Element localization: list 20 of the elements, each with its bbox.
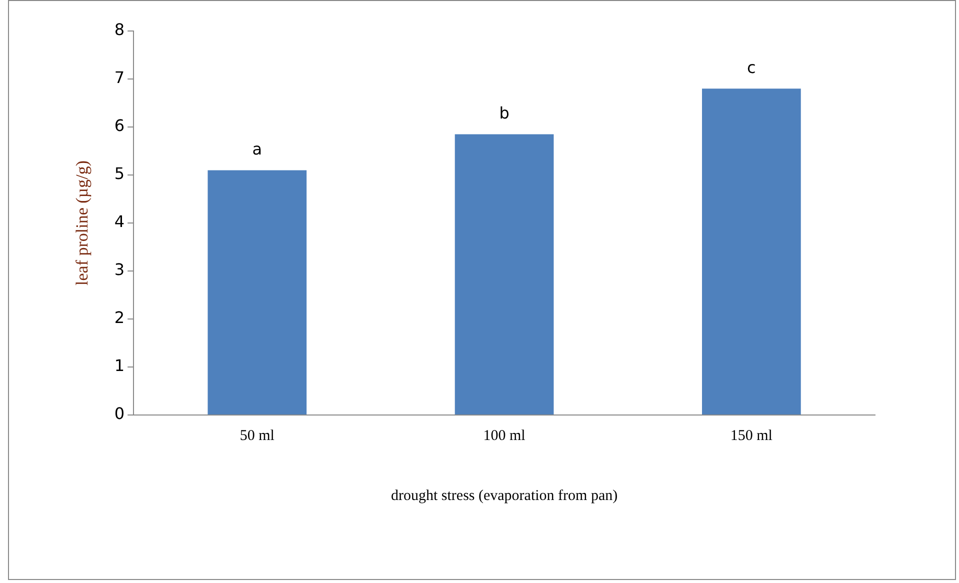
y-tick-label: 7 <box>114 68 125 88</box>
y-tick-label: 3 <box>114 260 125 280</box>
bar <box>454 134 554 414</box>
x-tick-label: 50 ml <box>240 428 274 444</box>
y-tick-label: 4 <box>114 212 125 232</box>
annotation: a <box>252 139 262 158</box>
y-tick-label: 6 <box>114 116 125 136</box>
y-tick-label: 8 <box>114 20 125 40</box>
annotation: c <box>747 58 756 77</box>
y-tick-label: 1 <box>114 356 125 376</box>
x-tick-label: 150 ml <box>730 428 772 444</box>
y-tick-label: 0 <box>114 404 125 424</box>
bar <box>208 170 307 414</box>
x-axis-title: drought stress (evaporation from pan) <box>390 488 618 504</box>
y-axis-title: leaf proline (µg/g) <box>72 160 92 286</box>
y-tick-label: 5 <box>114 164 125 184</box>
bar <box>702 88 801 414</box>
x-tick-label: 100 ml <box>483 428 526 444</box>
annotation: b <box>499 103 510 122</box>
y-tick-label: 2 <box>114 308 125 328</box>
